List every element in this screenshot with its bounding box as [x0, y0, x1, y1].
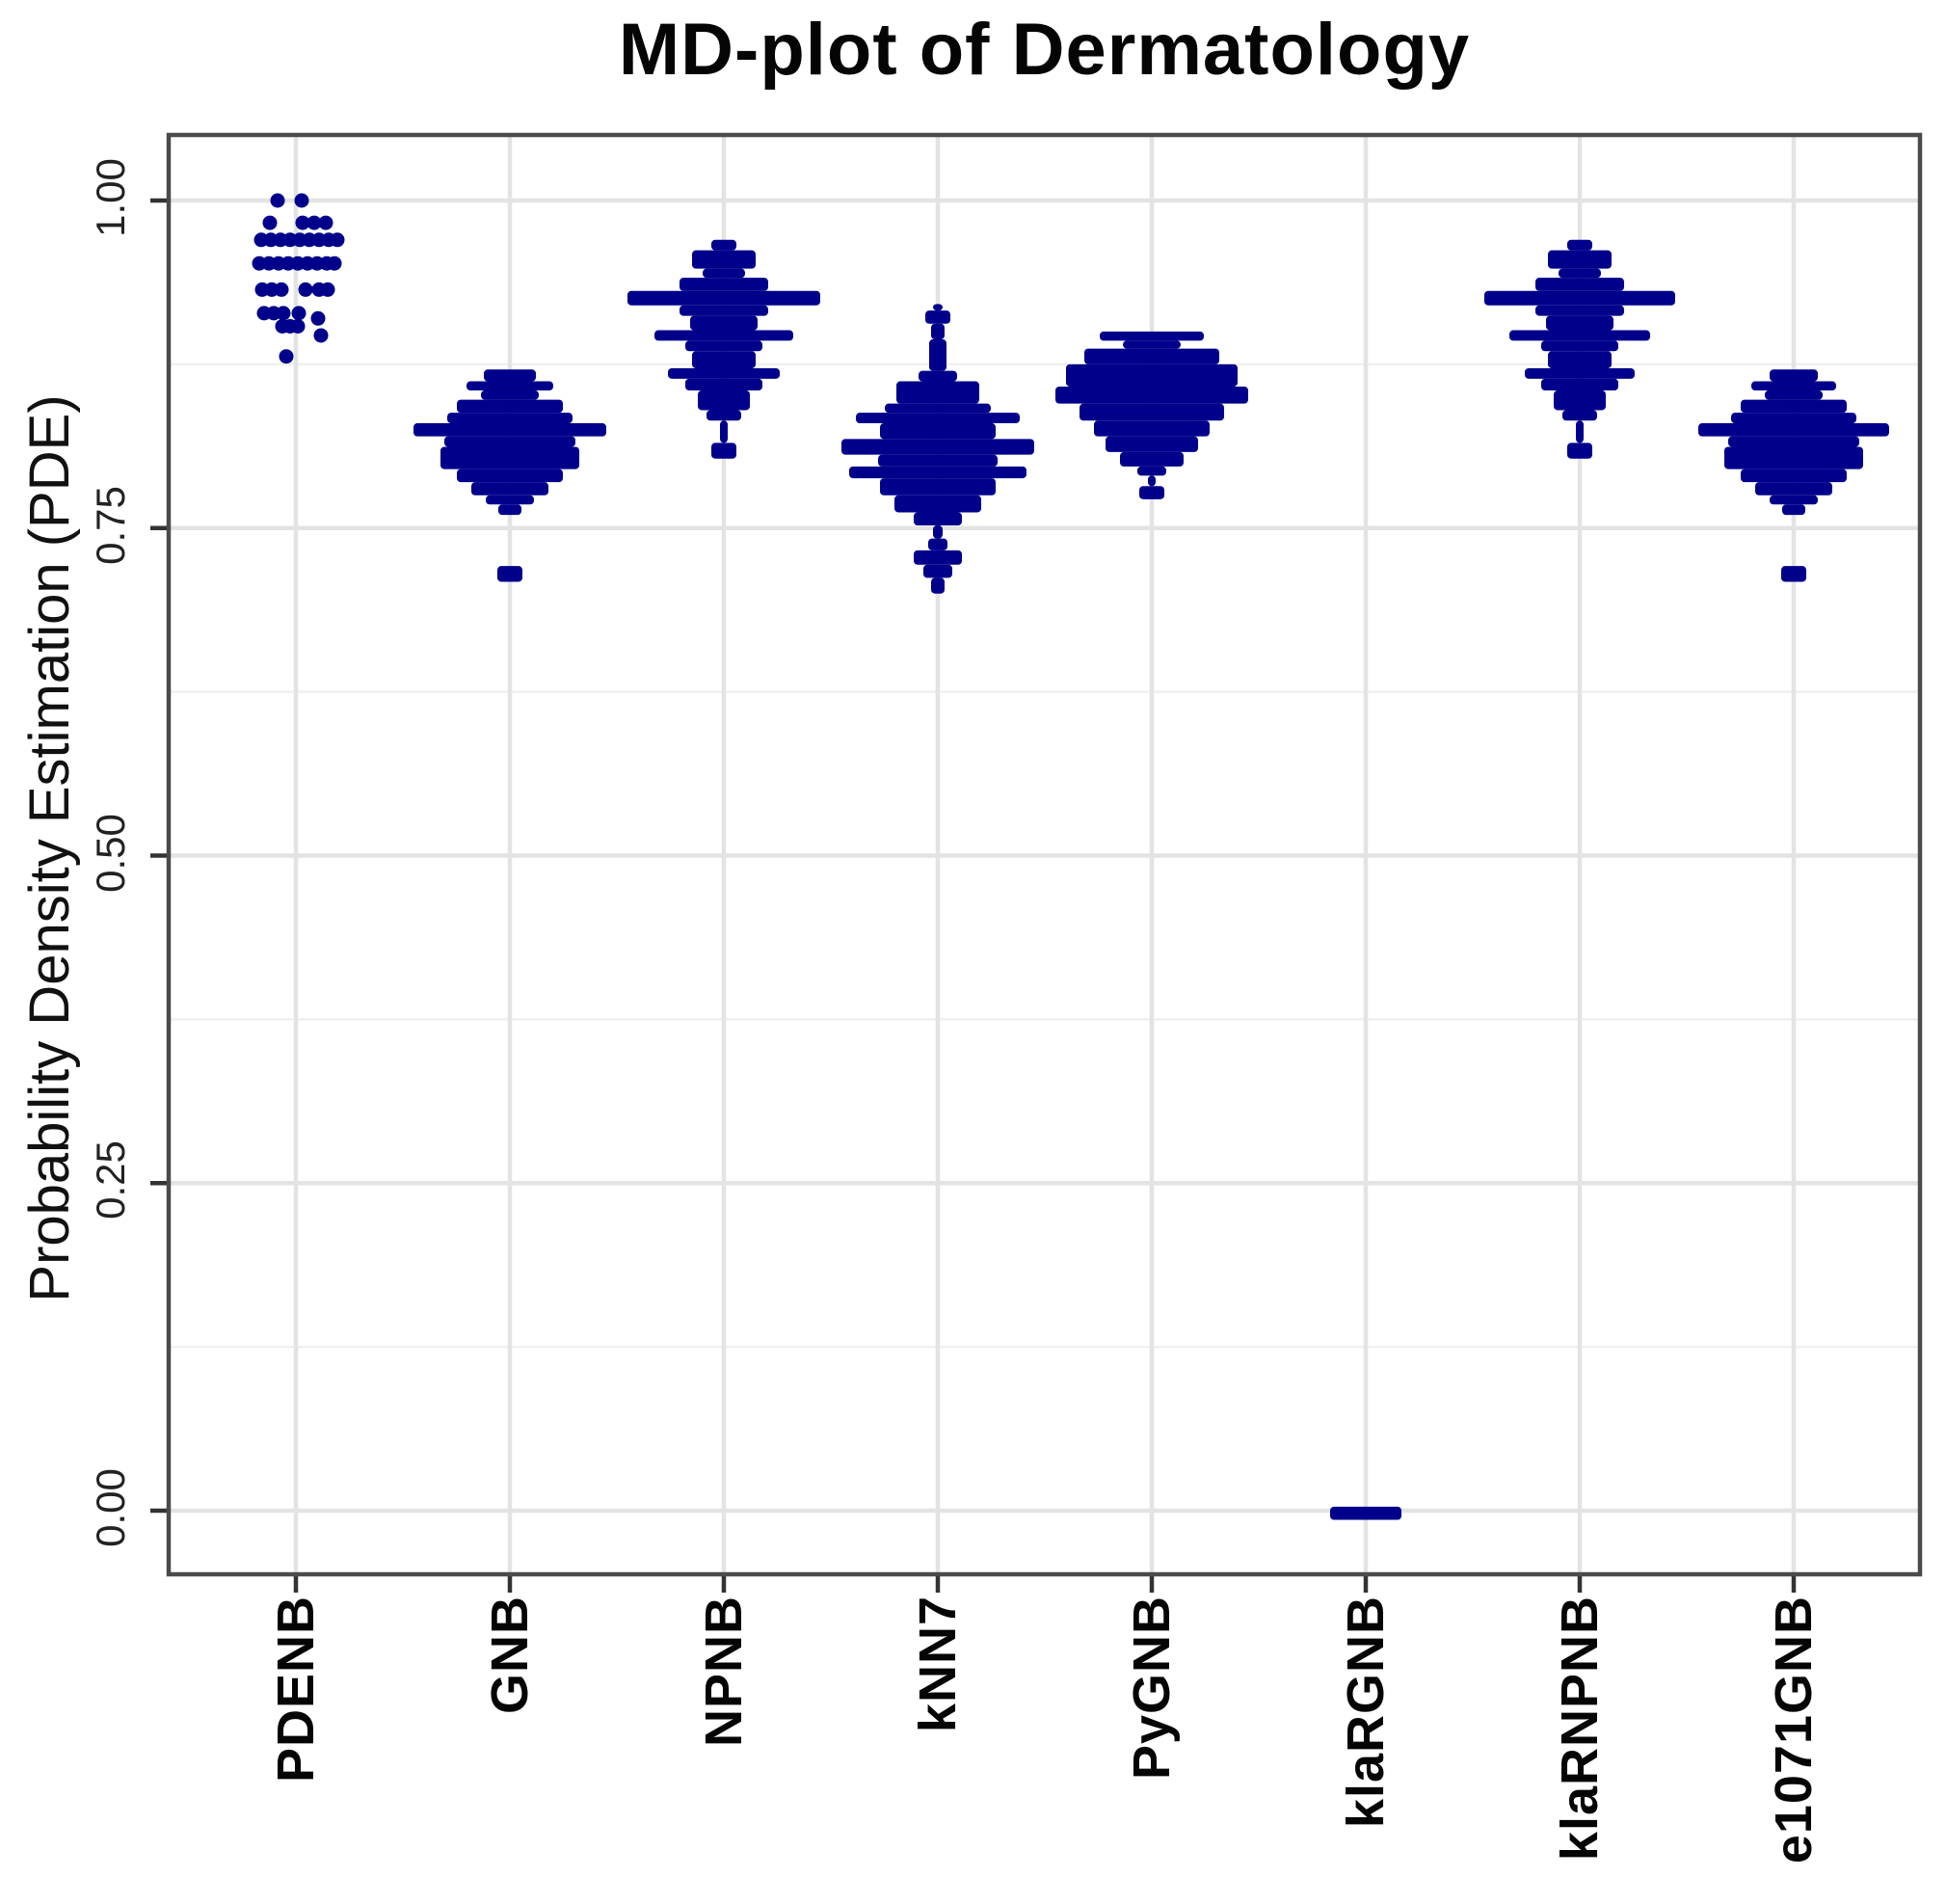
- x-tick-label-klargnb: klaRGNB: [1337, 1596, 1395, 1829]
- violin-kNN7: [841, 304, 1034, 594]
- violin-e1071GNB: [1698, 369, 1889, 582]
- violin-PyGNB: [1055, 331, 1248, 499]
- panel-border: [166, 132, 1923, 1577]
- violin-klaRNPNB: [1484, 239, 1675, 459]
- x-tick-label-gnb: GNB: [481, 1596, 539, 1714]
- violin-PDENB: [252, 193, 345, 364]
- violin-GNB: [413, 369, 606, 582]
- minor-gridlines: [169, 362, 1920, 1349]
- violin-klaRGNB: [1330, 1506, 1401, 1520]
- x-tick-label-klarnpnb: klaRNPNB: [1551, 1596, 1609, 1862]
- major-gridlines: [169, 198, 1920, 1514]
- x-tick-label-npnb: NPNB: [695, 1596, 753, 1748]
- x-tick-label-e1071gnb: e1071GNB: [1765, 1596, 1823, 1864]
- x-tick-label-pdenb: PDENB: [267, 1596, 325, 1783]
- violin-NPNB: [627, 239, 820, 459]
- x-tick-label-pygnb: PyGNB: [1123, 1596, 1181, 1781]
- chart-title: MD-plot of Dermatology: [618, 9, 1471, 91]
- axis-tick-marks: [150, 198, 1797, 1593]
- x-tick-label-knn7: kNN7: [909, 1596, 967, 1733]
